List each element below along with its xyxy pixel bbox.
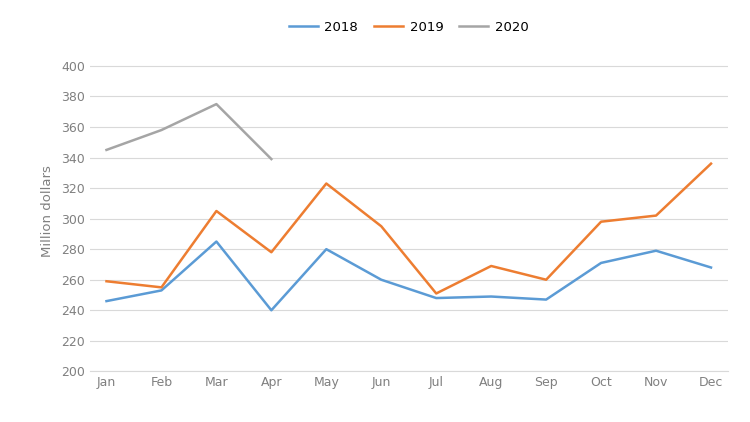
2018	[487, 294, 496, 299]
2018	[157, 288, 166, 293]
2018	[376, 277, 386, 282]
2018	[432, 295, 441, 300]
2019	[596, 219, 605, 224]
2019	[157, 285, 166, 290]
2019	[487, 263, 496, 268]
Line: 2020: 2020	[106, 104, 272, 159]
Legend: 2018, 2019, 2020: 2018, 2019, 2020	[284, 16, 534, 39]
2019	[376, 224, 386, 229]
2018	[322, 246, 331, 252]
2020	[212, 102, 221, 107]
2019	[652, 213, 661, 218]
2018	[212, 239, 221, 244]
2020	[267, 157, 276, 162]
2020	[157, 127, 166, 133]
Line: 2019: 2019	[106, 164, 711, 293]
2019	[432, 291, 441, 296]
2018	[596, 260, 605, 265]
2018	[542, 297, 550, 302]
Y-axis label: Million dollars: Million dollars	[41, 165, 54, 257]
2019	[542, 277, 550, 282]
2020	[102, 147, 111, 152]
2018	[102, 299, 111, 304]
Line: 2018: 2018	[106, 241, 711, 310]
2019	[102, 279, 111, 284]
2018	[652, 248, 661, 253]
2019	[322, 181, 331, 186]
2019	[212, 208, 221, 214]
2019	[267, 250, 276, 255]
2018	[706, 265, 716, 270]
2018	[267, 308, 276, 313]
2019	[706, 161, 716, 166]
